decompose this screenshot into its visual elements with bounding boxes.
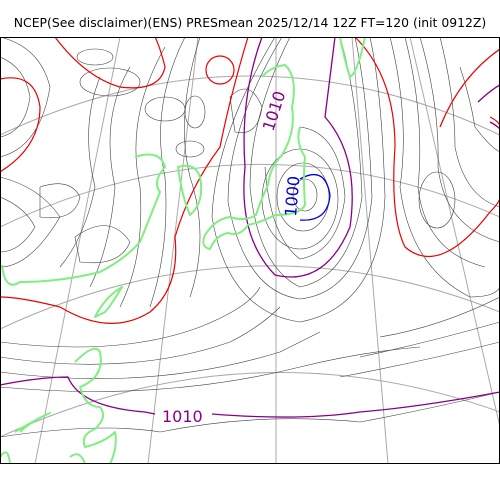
isobar [0, 306, 281, 365]
parallel-line [0, 163, 500, 228]
pressure-map: 1010 1000 1010 [0, 36, 500, 465]
isobar [39, 183, 81, 219]
isobar [0, 346, 421, 392]
isobar [175, 140, 205, 158]
coastline-path [177, 164, 203, 216]
isobar [249, 36, 363, 288]
coastline-path [14, 412, 51, 433]
coastline-path [202, 64, 306, 250]
meridian-line [147, 36, 199, 465]
coastline-path [69, 453, 86, 465]
isobar [184, 95, 206, 129]
isobar [359, 321, 500, 358]
isobar [149, 36, 186, 308]
map-title: NCEP(See disclaimer)(ENS) PRESmean 2025/… [13, 15, 487, 30]
isobar [439, 48, 500, 128]
isobar [229, 88, 263, 134]
isobar [459, 66, 500, 153]
isobar [379, 296, 500, 338]
coastline-path [0, 451, 11, 465]
meridian-line [409, 36, 500, 428]
isobar [227, 36, 373, 300]
isobar [354, 36, 500, 257]
isobar [89, 66, 131, 288]
isobar [339, 341, 500, 378]
isobar [144, 96, 186, 122]
parallel-line [0, 371, 500, 438]
parallel-line [0, 75, 500, 136]
isobar [418, 171, 456, 229]
isobar [419, 36, 500, 243]
contour-labels: 1010 1000 1010 [162, 89, 304, 426]
isobar [119, 46, 166, 308]
isobar [0, 36, 249, 324]
meridian-line [351, 36, 389, 465]
isobar-1020 [0, 36, 500, 324]
graticule [0, 36, 500, 465]
isobar [74, 225, 131, 264]
isobar [79, 67, 141, 97]
isobar [54, 36, 166, 89]
isobar-1000 [299, 174, 331, 221]
isobar [299, 174, 331, 221]
isobar [439, 36, 500, 208]
coastline-path [339, 36, 366, 78]
isobar [59, 76, 101, 268]
isobar-1010 [0, 36, 500, 418]
isobar [0, 286, 261, 348]
isobar [404, 36, 486, 268]
coastline [0, 36, 366, 465]
isobar-label-1010-north: 1010 [259, 89, 290, 134]
map-canvas: 1010 1000 1010 [0, 36, 500, 465]
coastline-path [1, 153, 166, 286]
isobars-minor [0, 36, 500, 438]
isobar [0, 56, 31, 138]
isobar [0, 36, 51, 158]
isobar [0, 196, 36, 253]
isobar [0, 376, 500, 418]
isobar [184, 36, 201, 298]
isobar [0, 77, 41, 173]
isobar [477, 84, 500, 103]
isobar-label-1000: 1000 [281, 175, 303, 217]
isobar [211, 36, 386, 323]
coastline-path [94, 286, 123, 318]
isobar [0, 391, 500, 438]
isobar [264, 126, 346, 260]
isobar [205, 55, 235, 85]
isobar [76, 48, 114, 66]
isobar-label-1010-south: 1010 [162, 407, 203, 426]
isobar [243, 36, 353, 278]
isobar [0, 176, 61, 268]
parallel-line [0, 265, 500, 330]
coastline-path [74, 347, 117, 465]
isobar [276, 162, 330, 232]
isobar [0, 331, 321, 379]
isobar [389, 36, 500, 298]
